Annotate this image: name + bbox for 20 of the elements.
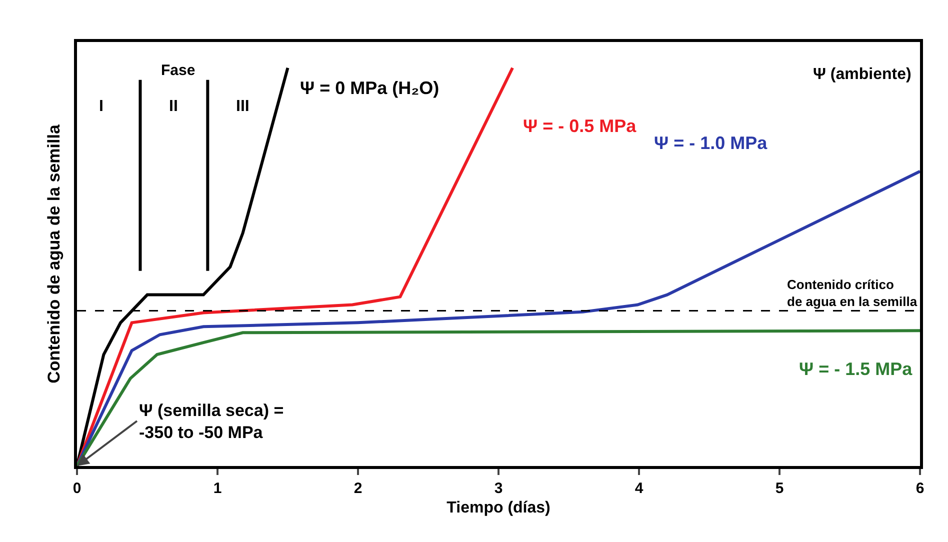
x-tick-label: 4 <box>634 480 644 497</box>
x-tick-label: 5 <box>775 480 784 497</box>
x-tick-label: 3 <box>494 480 503 497</box>
x-tick-label: 6 <box>916 480 924 497</box>
annotation: Ψ (ambiente) <box>813 66 912 83</box>
x-tick-label: 2 <box>354 480 362 497</box>
series-label: Ψ = - 1.5 MPa <box>799 359 914 379</box>
series-label: Ψ = 0 MPa (H₂O) <box>300 78 440 98</box>
x-tick-label: 1 <box>213 480 222 497</box>
annotation: II <box>169 98 178 115</box>
series-label: Ψ = - 0.5 MPa <box>523 116 638 136</box>
annotation: Ψ (semilla seca) = -350 to -50 MPa <box>139 401 284 442</box>
x-axis-title: Tiempo (días) <box>446 500 550 517</box>
annotation: I <box>99 98 104 115</box>
annotation: Fase <box>161 62 196 79</box>
y-axis-title: Contenido de agua de la semilla <box>44 124 64 384</box>
x-tick-label: 0 <box>72 480 82 497</box>
text: Ψ = - 1.0 MPa <box>654 133 768 153</box>
annotation: III <box>236 98 250 115</box>
ref-line-label: Contenido crítico de agua en la semilla <box>787 277 918 309</box>
